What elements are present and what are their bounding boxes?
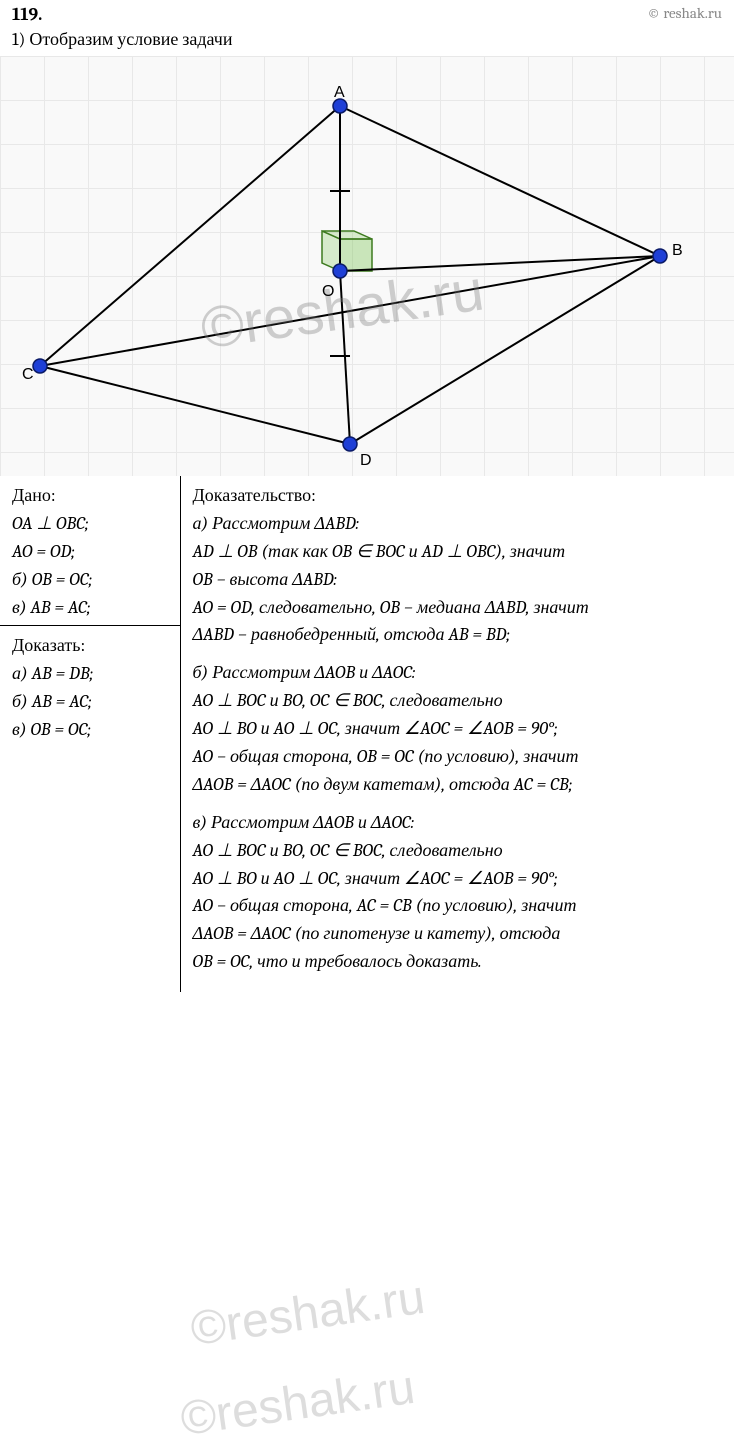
proof-line: AO − общая сторона, OB = OC (по условию)… [193, 743, 723, 771]
point-label-C: C [22, 366, 34, 384]
proof-title: Доказательство: [193, 482, 723, 510]
proof-line: ΔAOB = ΔAOC (по двум катетам), отсюда AC… [193, 771, 723, 799]
prove-lines: а) AB = DB;б) AB = AC;в) OB = OC; [12, 660, 168, 744]
proof-line: ΔABD − равнобедренный, отсюда AB = BD; [193, 621, 723, 649]
proof-part: б) Рассмотрим ΔAOB и ΔAOC:AO ⊥ BOC и BO,… [193, 659, 723, 798]
given-line: в) AB = AC; [12, 594, 168, 622]
proof-line: ΔAOB = ΔAOC (по гипотенузе и катету), от… [193, 920, 723, 948]
proof-part-label: б) Рассмотрим ΔAOB и ΔAOC: [193, 659, 723, 687]
geometry-diagram: ©reshak.ru OADBC [0, 56, 734, 476]
proof-line: AO ⊥ BO и AO ⊥ OC, значит ∠AOC = ∠AOB = … [193, 865, 723, 893]
proof-column: Доказательство: а) Рассмотрим ΔABD:AD ⊥ … [180, 476, 734, 992]
point-label-O: O [322, 283, 334, 301]
point-label-D: D [360, 452, 372, 470]
step-1-title: 1) Отобразим условие задачи [0, 27, 734, 56]
proof-part-label: в) Рассмотрим ΔAOB и ΔAOC: [193, 809, 723, 837]
proof-line: AO − общая сторона, AC = CB (по условию)… [193, 892, 723, 920]
proof-part: в) Рассмотрим ΔAOB и ΔAOC:AO ⊥ BOC и BO,… [193, 809, 723, 976]
given-title: Дано: [12, 482, 168, 510]
header: 119. © reshak.ru [0, 0, 734, 27]
point-label-A: A [334, 84, 345, 102]
watermark: ©reshak.ru [177, 1360, 418, 1447]
proof-line: AD ⊥ OB (так как OB ∈ BOC и AD ⊥ OBC), з… [193, 538, 723, 566]
proof-part: а) Рассмотрим ΔABD:AD ⊥ OB (так как OB ∈… [193, 510, 723, 649]
watermark: ©reshak.ru [187, 1270, 428, 1357]
proof-line: OB = OC, что и требовалось доказать. [193, 948, 723, 976]
prove-title: Доказать: [12, 632, 168, 660]
proof-line: AO ⊥ BOC и BO, OC ∈ BOC, следовательно [193, 837, 723, 865]
proof-line: AO = OD, следовательно, OB − медиана ΔAB… [193, 594, 723, 622]
given-lines: OA ⊥ OBC;AO = OD;б) OB = OC;в) AB = AC; [12, 510, 168, 622]
proof-line: AO ⊥ BO и AO ⊥ OC, значит ∠AOC = ∠AOB = … [193, 715, 723, 743]
point-label-B: B [672, 242, 683, 260]
diagram-svg [0, 56, 734, 476]
given-line: б) OB = OC; [12, 566, 168, 594]
proof-body: а) Рассмотрим ΔABD:AD ⊥ OB (так как OB ∈… [193, 510, 723, 976]
divider [0, 625, 180, 626]
problem-number: 119. [12, 4, 42, 25]
prove-line: а) AB = DB; [12, 660, 168, 688]
given-column: Дано: OA ⊥ OBC;AO = OD;б) OB = OC;в) AB … [0, 476, 180, 992]
prove-line: б) AB = AC; [12, 688, 168, 716]
prove-line: в) OB = OC; [12, 716, 168, 744]
proof-layout: Дано: OA ⊥ OBC;AO = OD;б) OB = OC;в) AB … [0, 476, 734, 992]
given-line: AO = OD; [12, 538, 168, 566]
given-line: OA ⊥ OBC; [12, 510, 168, 538]
copyright: © reshak.ru [647, 4, 722, 25]
proof-part-label: а) Рассмотрим ΔABD: [193, 510, 723, 538]
proof-line: OB − высота ΔABD: [193, 566, 723, 594]
proof-line: AO ⊥ BOC и BO, OC ∈ BOC, следовательно [193, 687, 723, 715]
